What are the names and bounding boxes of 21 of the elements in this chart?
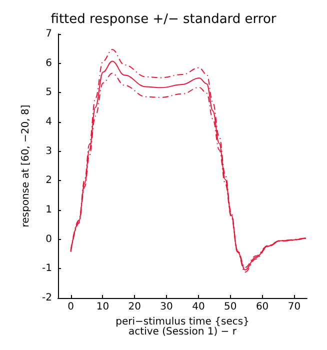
y-tick-label: 4: [46, 116, 52, 128]
x-tick-label: 40: [192, 302, 205, 312]
y-tick-label: 6: [46, 58, 52, 69]
y-tick-label: -2: [42, 292, 52, 304]
x-tick-label: 10: [96, 302, 110, 312]
x-axis-title: peri−stimulus time {secs} active (Session 1) − r: [116, 316, 250, 338]
y-tick-label: 0: [46, 234, 52, 245]
y-axis-title: response at [60, −20, 8]: [20, 104, 32, 228]
y-tick-label: 2: [46, 175, 52, 186]
x-tick-label: 70: [288, 302, 301, 312]
y-tick-label: 5: [46, 87, 52, 98]
x-tick-label: 0: [68, 302, 74, 312]
y-tick-label: 7: [46, 28, 52, 40]
x-tick-label: 60: [256, 302, 269, 312]
x-tick-label: 20: [128, 302, 141, 312]
x-tick-label: 30: [160, 302, 173, 312]
x-tick-label: 50: [224, 302, 237, 312]
y-tick-label: -1: [42, 263, 52, 274]
chart-title: fitted response +/− standard error: [50, 12, 277, 27]
y-tick-label: 1: [46, 204, 52, 216]
y-tick-label: 3: [46, 146, 52, 157]
